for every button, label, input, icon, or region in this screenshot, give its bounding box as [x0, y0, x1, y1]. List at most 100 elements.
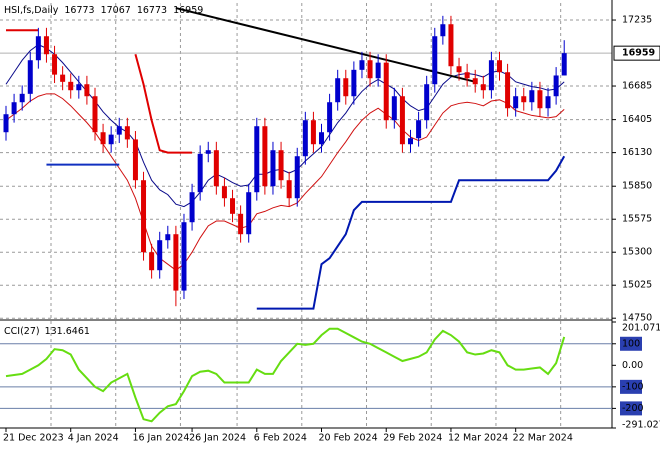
x-tick-label: 21 Dec 2023	[3, 433, 64, 444]
candle-body	[205, 150, 211, 154]
candle-body	[141, 180, 147, 253]
candle-body	[448, 24, 454, 67]
candle-body	[92, 96, 98, 133]
candle-body	[359, 60, 365, 70]
x-tick-label: 26 Jan 2024	[189, 433, 246, 444]
candle-body	[116, 126, 122, 135]
candle-body	[157, 240, 163, 271]
candle-body	[221, 186, 227, 199]
y-tick-label: 15850	[622, 181, 652, 192]
candle-body	[367, 60, 373, 79]
candle-body	[416, 120, 422, 139]
candle-body	[84, 84, 90, 97]
title-part: 16773	[137, 5, 167, 16]
candle-body	[68, 81, 74, 91]
candle-body	[545, 96, 551, 109]
y-tick-label: 201.0718	[622, 323, 660, 334]
title-part: 17067	[101, 5, 131, 16]
indicator-line	[5, 93, 565, 271]
trendline	[175, 7, 476, 83]
candle-body	[383, 62, 389, 121]
candle-body	[553, 75, 559, 97]
y-tick-label: 16130	[622, 147, 652, 158]
title-part: HSI,fs,Daily	[4, 5, 59, 16]
candle-body	[149, 252, 155, 271]
candle-body	[278, 150, 284, 181]
candle-body	[286, 180, 292, 199]
candle-body	[230, 198, 236, 214]
y-tick-label: 14750	[622, 313, 652, 324]
level-box	[620, 336, 642, 351]
candle-body	[52, 54, 58, 75]
candle-body	[173, 234, 179, 291]
current-price-label: 16959	[622, 48, 655, 59]
current-price-box	[613, 45, 660, 61]
candle-body	[76, 84, 82, 91]
candle-body	[464, 72, 470, 79]
y-tick-label: 15300	[622, 247, 652, 258]
y-tick-label: 15025	[622, 280, 652, 291]
candle-body	[60, 74, 66, 82]
x-tick-label: 4 Jan 2024	[68, 433, 119, 444]
candle-body	[472, 78, 478, 85]
candle-body	[424, 84, 430, 121]
candle-body	[238, 213, 244, 235]
indicator-line	[134, 53, 193, 154]
candle-body	[561, 53, 567, 76]
y-tick-label: -200	[622, 403, 644, 414]
x-tick-label: 12 Mar 2024	[448, 433, 508, 444]
candle-body	[35, 36, 41, 61]
candle-body	[302, 120, 308, 157]
candle-body	[189, 192, 195, 223]
candle-body	[319, 132, 325, 145]
candle-body	[43, 36, 49, 55]
candle-body	[432, 36, 438, 85]
candle-body	[181, 222, 187, 291]
candle-body	[310, 120, 316, 145]
candle-body	[262, 126, 268, 187]
candle-body	[513, 96, 519, 109]
candle-body	[480, 84, 486, 91]
y-tick-label: 16685	[622, 81, 652, 92]
candle-body	[254, 126, 260, 193]
candle-body	[537, 90, 543, 109]
candle-body	[100, 132, 106, 145]
y-tick-label: 16405	[622, 114, 652, 125]
x-tick-label: 16 Jan 2024	[132, 433, 189, 444]
x-tick-label: 6 Feb 2024	[254, 433, 307, 444]
x-tick-label: 29 Feb 2024	[383, 433, 442, 444]
y-tick-label: 100	[622, 338, 640, 349]
candle-body	[197, 153, 203, 193]
y-tick-label: 15575	[622, 214, 652, 225]
candle-body	[488, 60, 494, 91]
candle-body	[351, 69, 357, 97]
level-box	[620, 379, 642, 394]
candle-body	[496, 60, 502, 73]
candle-body	[408, 138, 413, 145]
indicator-line	[256, 155, 566, 310]
candle-body	[521, 96, 527, 103]
candle-body	[19, 93, 25, 103]
candle-body	[335, 78, 341, 103]
candle-body	[27, 60, 33, 94]
candle-body	[213, 150, 219, 187]
candle-body	[440, 24, 446, 37]
candle-body	[124, 126, 130, 140]
candle-body	[270, 150, 276, 187]
candle-body	[327, 102, 333, 133]
candle-body	[108, 134, 114, 145]
chart-title: HSI,fs,Daily 16773 17067 16773 16959	[4, 5, 203, 16]
title-part: 16773	[64, 5, 94, 16]
title-part: 16959	[173, 5, 203, 16]
candle-body	[343, 78, 349, 97]
title-part: CCI(27)	[4, 326, 40, 337]
candle-body	[11, 102, 17, 115]
y-tick-label: 17235	[622, 15, 652, 26]
title-part: 131.6461	[45, 326, 90, 337]
candle-body	[505, 72, 511, 109]
y-tick-label: 0.00	[622, 360, 643, 371]
candle-body	[399, 96, 405, 145]
candle-body	[165, 234, 171, 241]
candle-body	[3, 114, 9, 133]
